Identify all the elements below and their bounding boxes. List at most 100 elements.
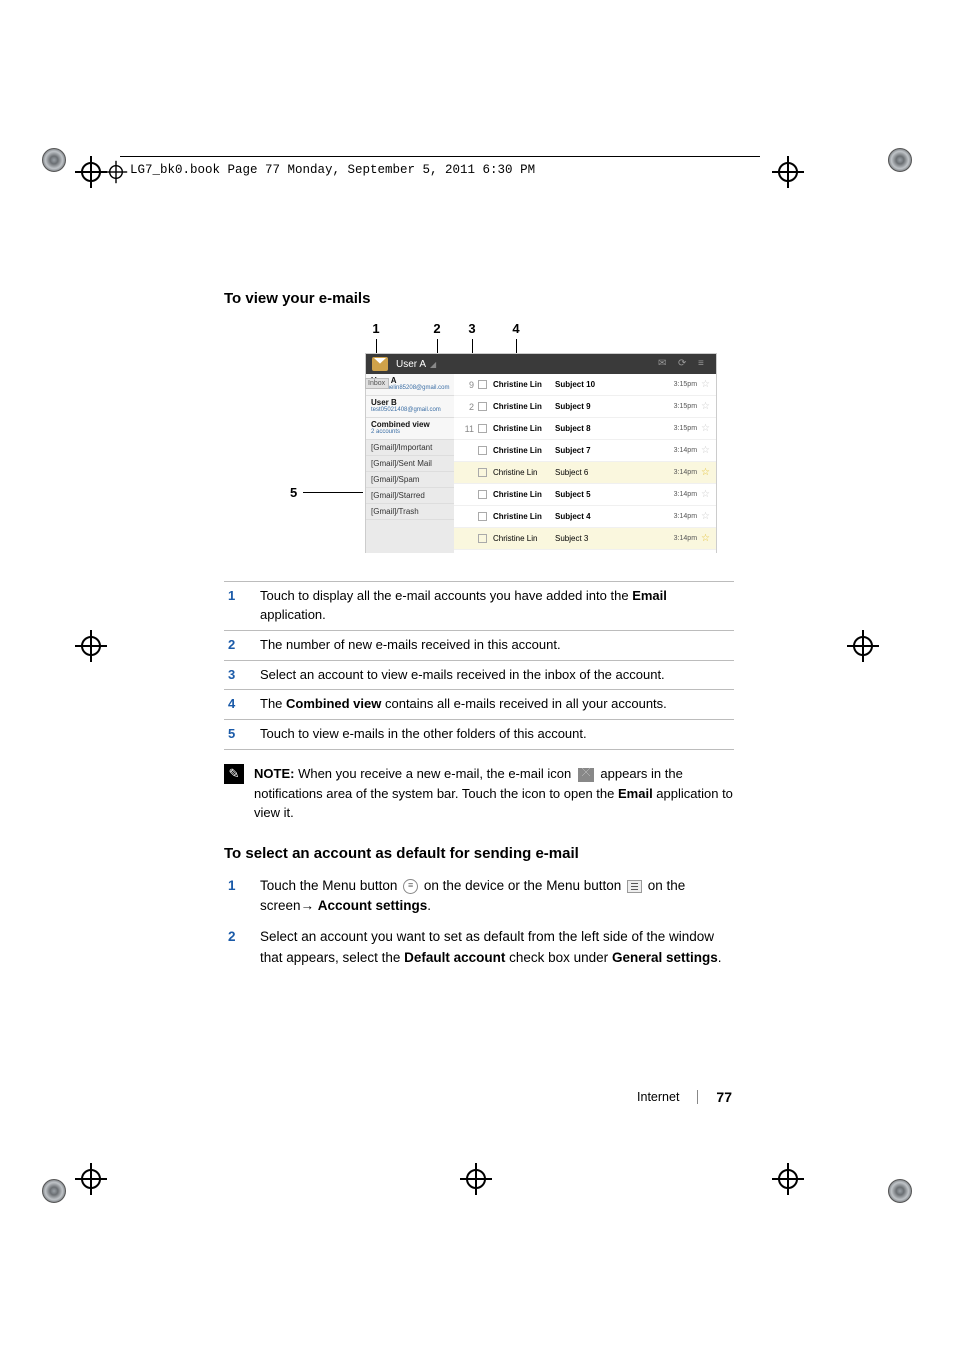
side-folder: [Gmail]/Starred: [366, 488, 454, 504]
callouts-top: 1 2 3 4: [332, 321, 734, 349]
checkbox: [478, 490, 487, 499]
section-title-view-emails: To view your e-mails: [224, 290, 734, 307]
note-icon: ✎: [224, 764, 244, 784]
star-icon: ☆: [701, 401, 710, 412]
checkbox: [478, 468, 487, 477]
note-label: NOTE:: [254, 766, 294, 781]
mail-subject: Subject 4: [555, 512, 674, 521]
crop-mark: [75, 1163, 107, 1195]
side-folder: [Gmail]/Trash: [366, 504, 454, 520]
mail-sender: Christine Lin: [493, 380, 555, 389]
legend-num: 4: [224, 695, 260, 714]
mail-sender: Christine Lin: [493, 424, 555, 433]
mail-time: 3:14pm: [674, 513, 697, 520]
step-num: 1: [224, 876, 260, 918]
mail-subject: Subject 10: [555, 380, 674, 389]
compose-icon: ✉: [658, 358, 670, 370]
crop-mark: [847, 630, 879, 662]
mail-sender: Christine Lin: [493, 512, 555, 521]
side-account: User B test05021408@gmail.com: [366, 396, 454, 418]
shot-sidebar: User A christinelin85208@gmail.com User …: [366, 374, 454, 553]
step-row: 1Touch the Menu button ≡ on the device o…: [224, 876, 734, 918]
checkbox: [478, 424, 487, 433]
legend-row: 4The Combined view contains all e-mails …: [224, 690, 734, 720]
mail-time: 3:14pm: [674, 491, 697, 498]
crop-mark: [105, 161, 127, 183]
acc-count: 2: [460, 402, 474, 412]
mail-subject: Subject 8: [555, 424, 674, 433]
mail-row: Christine LinSubject 43:14pm ☆: [454, 506, 716, 528]
mail-sender: Christine Lin: [493, 490, 555, 499]
legend-num: 2: [224, 636, 260, 655]
legend-text: Touch to view e-mails in the other folde…: [260, 725, 734, 744]
mail-subject: Subject 9: [555, 402, 674, 411]
mail-subject: Subject 5: [555, 490, 674, 499]
mail-sender: Christine Lin: [493, 402, 555, 411]
footer-divider: [697, 1090, 698, 1104]
mail-sender: Christine Lin: [493, 446, 555, 455]
mail-row: Christine LinSubject 53:14pm ☆: [454, 484, 716, 506]
mail-row: Christine LinSubject 63:14pm☆: [454, 462, 716, 484]
header-text: LG7_bk0.book Page 77 Monday, September 5…: [130, 163, 535, 177]
crop-mark: [772, 156, 804, 188]
step-row: 2Select an account you want to set as de…: [224, 927, 734, 969]
note-text: NOTE: When you receive a new e-mail, the…: [254, 764, 734, 823]
legend-row: 3Select an account to view e-mails recei…: [224, 661, 734, 691]
mail-subject: Subject 6: [555, 468, 674, 477]
side-folder: [Gmail]/Sent Mail: [366, 456, 454, 472]
section-title-default-account: To select an account as default for send…: [224, 845, 734, 862]
crop-mark: [772, 1163, 804, 1195]
crop-mark: [75, 156, 107, 188]
mail-subject: Subject 7: [555, 446, 674, 455]
star-icon: ☆: [701, 489, 710, 500]
legend-num: 3: [224, 666, 260, 685]
menu-icon: ≡: [698, 358, 710, 370]
side-tag: Inbox: [365, 378, 389, 389]
mail-row: 11Christine LinSubject 83:15pm☆: [454, 418, 716, 440]
note-before: When you receive a new e-mail, the e-mai…: [294, 766, 574, 781]
mail-sender: Christine Lin: [493, 534, 555, 543]
legend-row: 1Touch to display all the e-mail account…: [224, 582, 734, 631]
mail-time: 3:15pm: [674, 425, 697, 432]
checkbox: [478, 534, 487, 543]
mail-row: 9Christine LinSubject 103:15pm☆: [454, 374, 716, 396]
shot-maillist: 9Christine LinSubject 103:15pm☆2Christin…: [454, 374, 716, 553]
mail-row: Christine LinSubject 73:14pm ☆: [454, 440, 716, 462]
email-notification-icon: [578, 768, 594, 782]
step-text: Select an account you want to set as def…: [260, 927, 734, 969]
mail-row: 2Christine LinSubject 93:15pm☆: [454, 396, 716, 418]
checkbox: [478, 512, 487, 521]
legend-num: 1: [224, 587, 260, 625]
crop-corner: [888, 148, 912, 172]
crop-corner: [42, 148, 66, 172]
star-icon: ☆: [701, 511, 710, 522]
legend-text: The number of new e-mails received in th…: [260, 636, 734, 655]
mail-time: 3:14pm: [674, 447, 697, 454]
legend-num: 5: [224, 725, 260, 744]
legend-row: 5Touch to view e-mails in the other fold…: [224, 720, 734, 750]
legend-text: Touch to display all the e-mail accounts…: [260, 587, 734, 625]
mail-subject: Subject 3: [555, 534, 674, 543]
crop-corner: [888, 1179, 912, 1203]
star-icon: ☆: [701, 533, 710, 544]
checkbox: [478, 380, 487, 389]
header-rule: [120, 156, 760, 157]
email-screenshot: User A ◢ ✉ ⟳ ≡ User A christinelin85208@…: [365, 353, 717, 553]
callout-2: 2: [431, 321, 443, 336]
shot-user: User A: [396, 359, 426, 370]
step-num: 2: [224, 927, 260, 969]
mail-time: 3:14pm: [674, 469, 697, 476]
callout-4: 4: [510, 321, 522, 336]
acc-count: 9: [460, 380, 474, 390]
checkbox: [478, 402, 487, 411]
star-icon: ☆: [701, 445, 710, 456]
callout-5-num: 5: [290, 485, 297, 500]
note-block: ✎ NOTE: When you receive a new e-mail, t…: [224, 764, 734, 823]
legend-row: 2The number of new e-mails received in t…: [224, 631, 734, 661]
callout-3: 3: [466, 321, 478, 336]
legend-table: 1Touch to display all the e-mail account…: [224, 581, 734, 750]
page-content: To view your e-mails 1 2 3 4 5 User A ◢ …: [224, 290, 734, 979]
crop-mark: [460, 1163, 492, 1195]
side-folder: [Gmail]/Spam: [366, 472, 454, 488]
refresh-icon: ⟳: [678, 358, 690, 370]
